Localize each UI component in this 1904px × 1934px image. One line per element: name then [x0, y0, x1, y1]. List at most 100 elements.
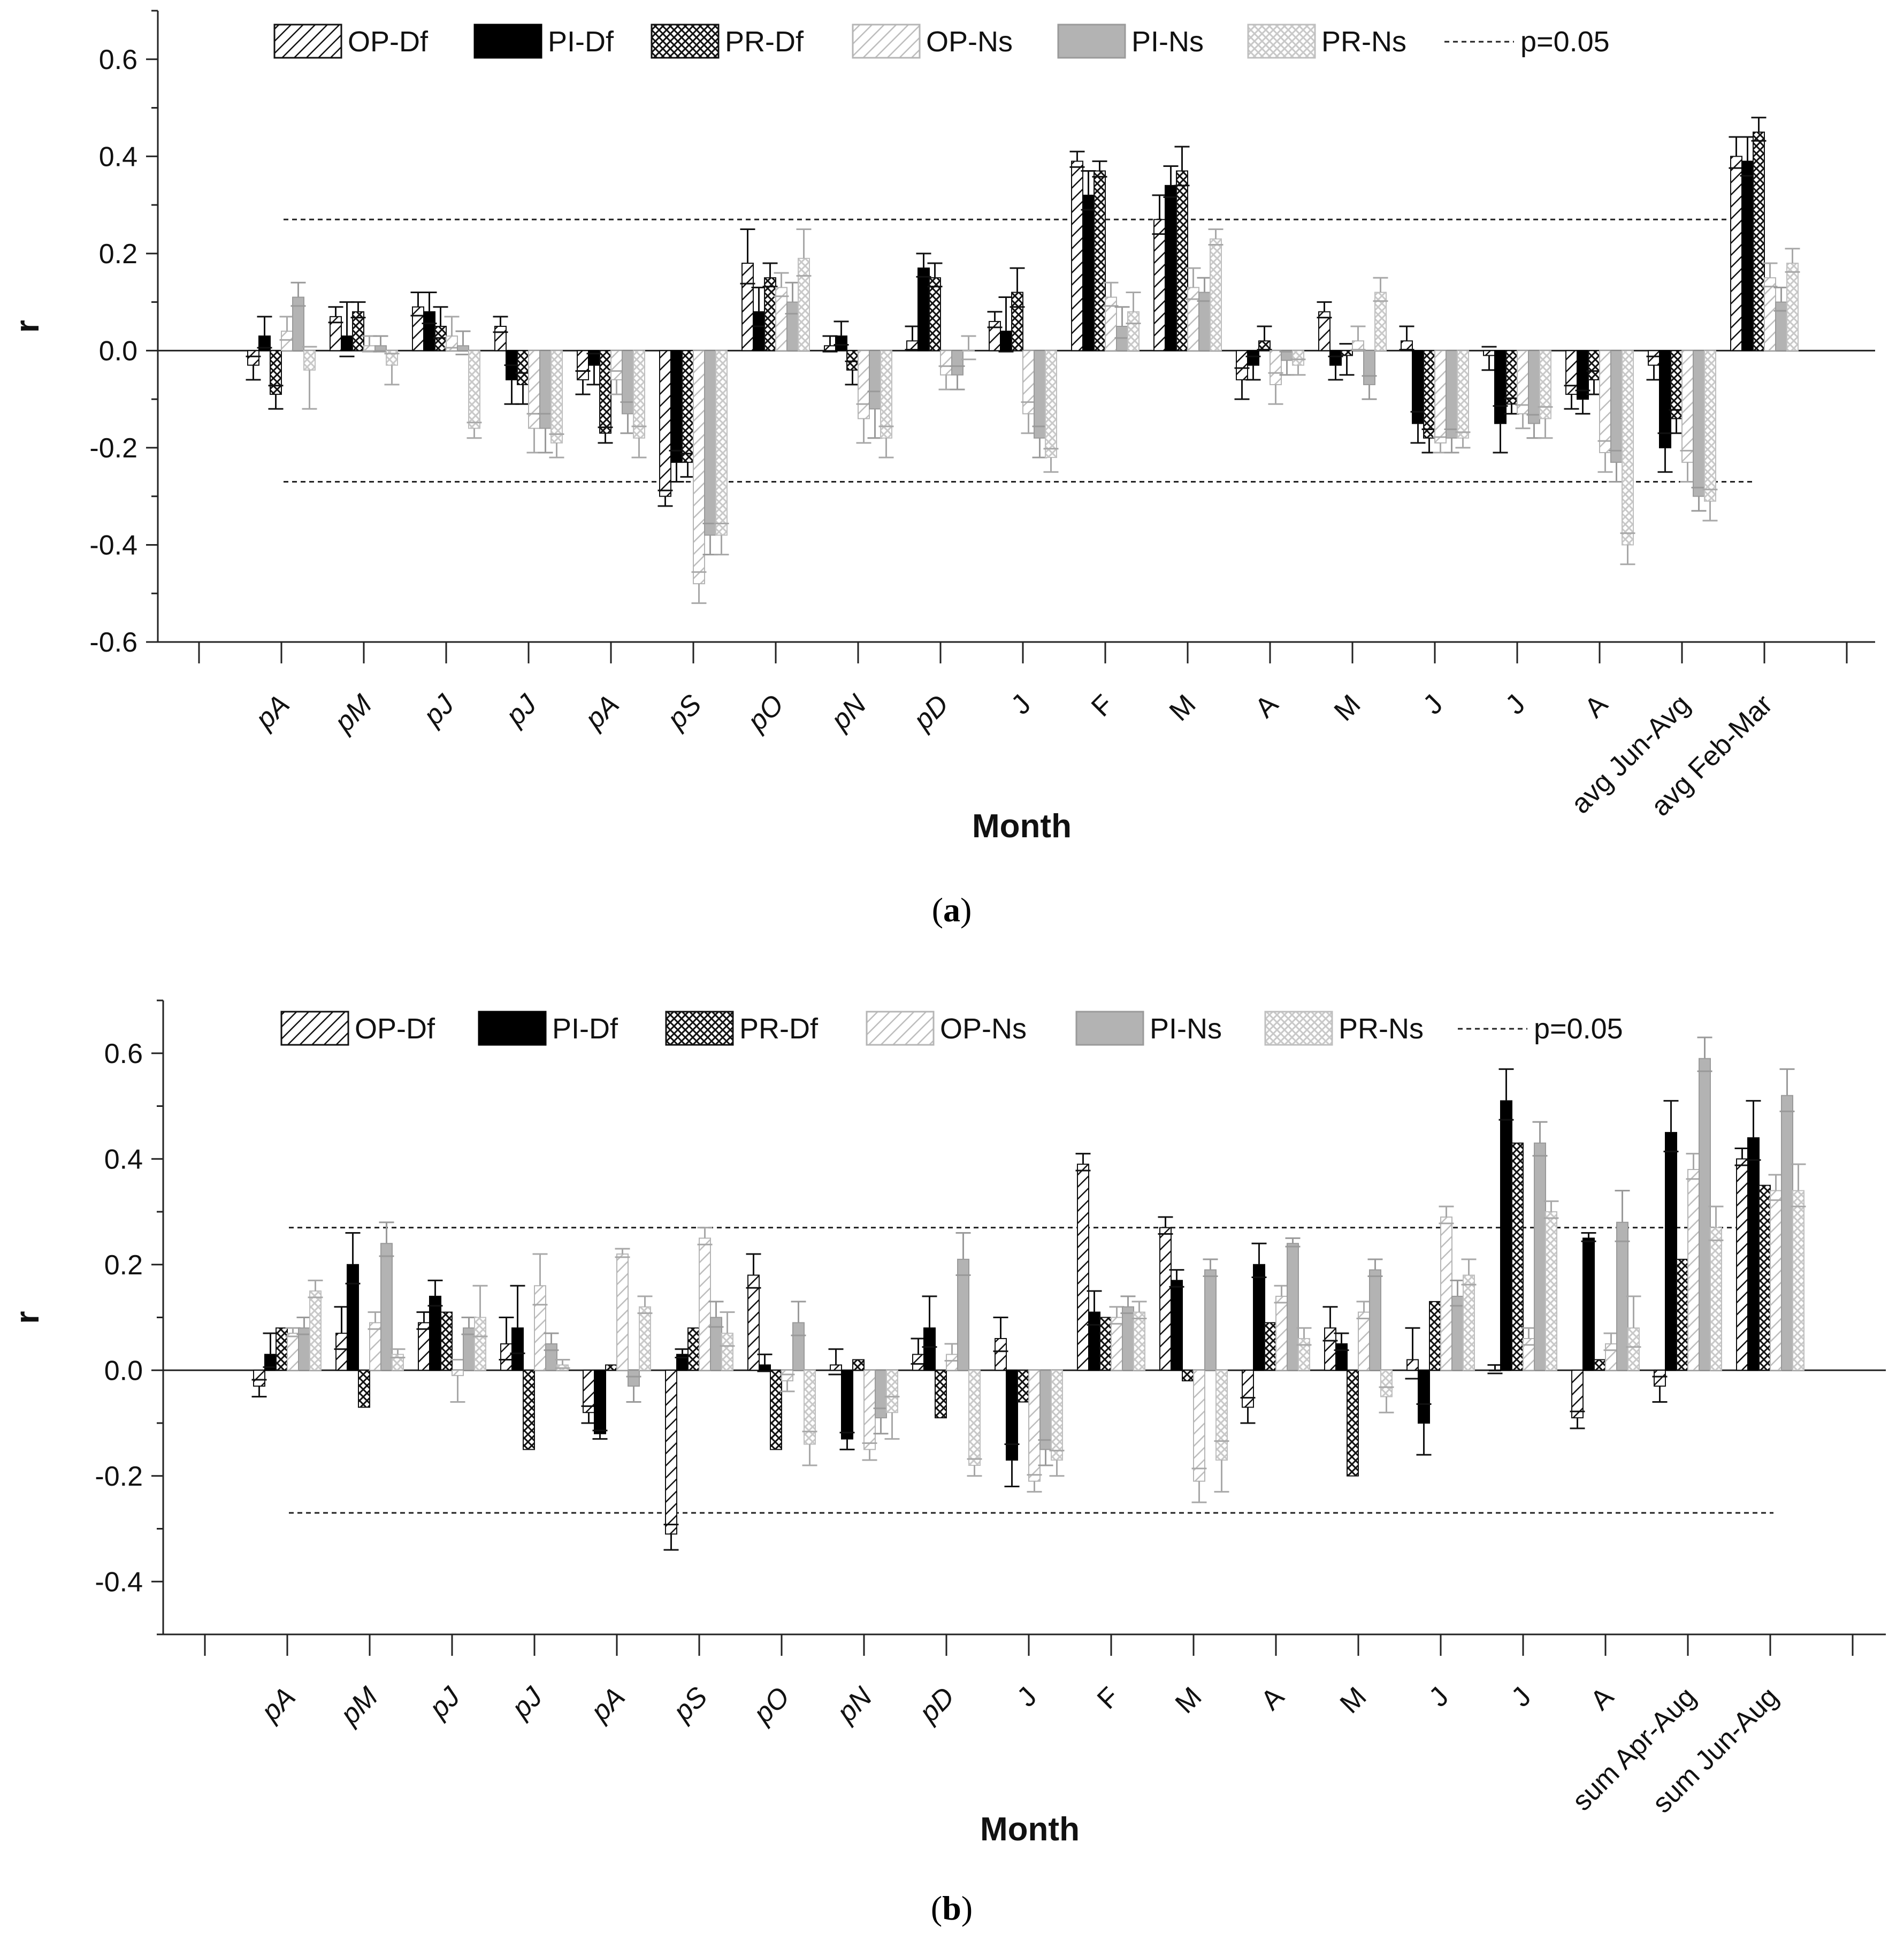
x-category-label: pD — [913, 1681, 960, 1729]
legend-label-PR-Ns: PR-Ns — [1339, 1013, 1424, 1045]
caption-b: (b) — [931, 1889, 973, 1927]
legend-label-OP-Df: OP-Df — [348, 26, 429, 58]
bar-PR-Ns — [1704, 350, 1716, 502]
bar-PI-Ns — [545, 1343, 557, 1371]
bar-PI-Df — [841, 1370, 853, 1440]
bar-PR-Ns — [1380, 1370, 1393, 1397]
bar-PR-Ns — [798, 257, 810, 351]
bar-OP-Ns — [781, 1370, 793, 1381]
x-category-label: pM — [334, 1681, 384, 1731]
bar-OP-Df — [1242, 1370, 1254, 1408]
bar-PR-Ns — [1215, 1370, 1228, 1461]
legend-label-PI-Ns: PI-Ns — [1150, 1013, 1222, 1045]
bar-OP-Ns — [1770, 1190, 1782, 1371]
x-axis-title: Month — [980, 1811, 1080, 1848]
legend-label-OP-Ns: OP-Ns — [940, 1013, 1027, 1045]
bar-PI-Df — [917, 267, 930, 351]
x-category-label: pM — [328, 689, 378, 739]
legend-swatch-OP-Ns — [852, 24, 921, 59]
bar-PI-Ns — [1122, 1306, 1134, 1371]
bar-PI-Df — [759, 1364, 771, 1371]
bar-PR-Df — [687, 1327, 700, 1371]
bar-PI-Df — [1253, 1264, 1265, 1371]
bar-PR-Df — [1099, 1317, 1112, 1371]
x-category-label: pN — [824, 689, 873, 737]
bar-PR-Ns — [1786, 263, 1799, 351]
bar-PR-Df — [764, 277, 776, 351]
bar-OP-Df — [1483, 350, 1495, 356]
bar-PI-Df — [1747, 1137, 1760, 1371]
bar-OP-Ns — [1599, 350, 1611, 454]
bar-PI-Df — [1500, 1100, 1512, 1371]
bar-OP-Df — [912, 1354, 924, 1371]
x-category-label: J — [1505, 1681, 1537, 1713]
legend-swatch-PI-Df — [478, 1011, 547, 1046]
bar-PI-Df — [594, 1370, 606, 1434]
bar-PI-Df — [1582, 1237, 1595, 1371]
x-category-label: pJ — [505, 1681, 549, 1725]
x-category-label: M — [1169, 1681, 1208, 1719]
bar-PI-Ns — [374, 345, 387, 351]
x-category-label: pS — [661, 689, 708, 736]
bar-OP-Df — [577, 350, 589, 380]
y-axis-title: r — [9, 1311, 46, 1324]
bar-PR-Df — [1511, 1142, 1524, 1371]
bar-PR-Ns — [633, 350, 645, 439]
bar-OP-Ns — [1022, 350, 1035, 415]
x-category-label: pD — [907, 689, 954, 736]
x-category-label: A — [1579, 689, 1614, 724]
legend-swatch-PR-Ns — [1264, 1011, 1333, 1046]
legend-label-PR-Df: PR-Df — [739, 1013, 819, 1045]
bar-OP-Df — [1153, 219, 1166, 351]
caption-a: (a) — [932, 891, 972, 929]
legend-swatch-OP-Df — [273, 24, 342, 59]
y-tick-label: 0.6 — [104, 1038, 143, 1069]
bar-PR-Ns — [1792, 1190, 1804, 1371]
legend-label-PR-Ns: PR-Ns — [1321, 26, 1406, 58]
bar-OP-Df — [1406, 1359, 1419, 1371]
bar-OP-Df — [830, 1364, 842, 1371]
x-category-label: F — [1085, 689, 1119, 722]
bar-PR-Ns — [303, 350, 316, 371]
bar-OP-Df — [824, 345, 836, 351]
bar-PR-Df — [1347, 1370, 1359, 1477]
legend-label-OP-Df: OP-Df — [355, 1013, 435, 1045]
bar-PR-Ns — [962, 350, 975, 352]
bar-PI-Ns — [1451, 1296, 1464, 1371]
bar-OP-Df — [253, 1370, 265, 1387]
bar-PI-Ns — [869, 350, 881, 410]
x-category-label: pA — [578, 689, 625, 735]
bar-PI-Ns — [1775, 301, 1787, 351]
bar-OP-Df — [1736, 1158, 1748, 1371]
legend-swatch-PI-Df — [473, 24, 542, 59]
y-tick-label: 0.6 — [99, 44, 137, 75]
bar-PR-Ns — [639, 1306, 651, 1371]
bar-PI-Ns — [786, 301, 799, 351]
bar-PR-Df — [440, 1311, 453, 1371]
bar-PI-Ns — [1610, 350, 1623, 463]
y-tick-label: 0.0 — [99, 335, 137, 366]
bar-PR-Ns — [804, 1370, 816, 1445]
bar-PR-Ns — [968, 1370, 981, 1466]
bar-PI-Ns — [457, 345, 469, 351]
x-category-label: J — [1005, 689, 1037, 720]
bar-PI-Ns — [704, 350, 716, 536]
bar-OP-Df — [995, 1338, 1007, 1371]
bar-OP-Ns — [1275, 1296, 1288, 1371]
y-tick-label: 0.4 — [99, 141, 137, 172]
bar-PR-Df — [599, 350, 611, 434]
x-category-label: A — [1255, 1681, 1290, 1716]
bar-OP-Df — [659, 350, 671, 497]
bar-OP-Df — [1324, 1327, 1336, 1371]
x-category-label: M — [1164, 689, 1202, 727]
bar-PR-Ns — [1045, 350, 1057, 458]
y-tick-label: 0.2 — [99, 239, 137, 270]
bar-PR-Ns — [1463, 1274, 1475, 1371]
bar-PI-Ns — [792, 1322, 805, 1371]
bar-OP-Ns — [1440, 1216, 1452, 1371]
bar-PI-Ns — [380, 1243, 393, 1371]
bar-OP-Ns — [1270, 350, 1282, 385]
bar-PR-Ns — [1627, 1327, 1640, 1371]
x-category-label: pS — [667, 1681, 714, 1728]
x-axis-title: Month — [972, 808, 1072, 845]
